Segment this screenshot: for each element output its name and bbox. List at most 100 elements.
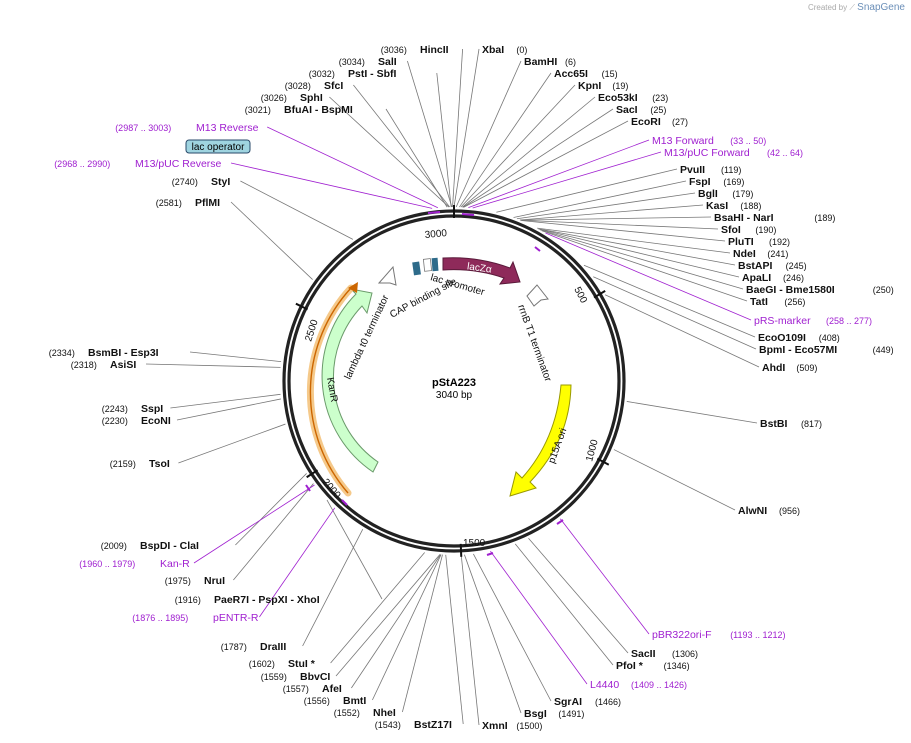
connector bbox=[326, 499, 383, 600]
enzyme-right-11[interactable]: BsaHI - NarI (189) bbox=[714, 212, 835, 224]
enzyme-right-7[interactable]: PvuII (119) bbox=[680, 164, 741, 176]
label-kanR: KanR bbox=[324, 377, 339, 404]
connector bbox=[613, 449, 736, 511]
feature-kanR[interactable] bbox=[321, 278, 397, 479]
enzyme-pos: (2581) bbox=[156, 198, 182, 208]
enzyme-left-18[interactable]: BbvCI (1559) bbox=[261, 671, 331, 683]
enzyme-right-12[interactable]: SfoI (190) bbox=[721, 224, 776, 236]
connector bbox=[516, 192, 696, 220]
enzyme-right-18[interactable]: TatI (256) bbox=[750, 296, 805, 308]
enzyme-right-9[interactable]: BglI (179) bbox=[698, 188, 753, 200]
primer-left-1[interactable]: M13/pUC Reverse (2968 .. 2990) bbox=[54, 158, 221, 170]
enzyme-right-22[interactable]: BstBI (817) bbox=[760, 418, 822, 430]
primer-right-0[interactable]: M13 Forward (33 .. 50) bbox=[652, 135, 766, 147]
connector bbox=[145, 363, 281, 368]
enzyme-right-15[interactable]: BstAPI (245) bbox=[738, 260, 807, 272]
connector bbox=[445, 554, 464, 725]
enzyme-right-28[interactable]: XmnI (1500) bbox=[482, 720, 542, 732]
enzyme-left-21[interactable]: NheI (1552) bbox=[334, 707, 396, 719]
primer-right-4[interactable]: L4440 (1409 .. 1426) bbox=[590, 679, 687, 691]
enzyme-right-21[interactable]: AhdI (509) bbox=[762, 362, 817, 374]
enzyme-right-13[interactable]: PluTI (192) bbox=[728, 236, 790, 248]
enzyme-pos: (3028) bbox=[285, 81, 311, 91]
enzyme-name: SalI bbox=[378, 56, 397, 68]
enzyme-name: EcoRI bbox=[631, 116, 661, 128]
enzyme-left-22[interactable]: BstZ17I (1543) bbox=[375, 719, 452, 731]
enzyme-left-8[interactable]: BsmBI - Esp3I (2334) bbox=[49, 347, 159, 359]
enzyme-left-10[interactable]: SspI (2243) bbox=[102, 403, 163, 415]
enzyme-right-26[interactable]: SgrAI (1466) bbox=[554, 696, 621, 708]
enzyme-pos: (2740) bbox=[172, 177, 198, 187]
enzyme-left-6[interactable]: StyI (2740) bbox=[172, 176, 231, 188]
enzyme-right-6[interactable]: EcoRI (27) bbox=[631, 116, 688, 128]
enzyme-name: BsaHI - NarI bbox=[714, 212, 774, 224]
enzyme-right-10[interactable]: KasI (188) bbox=[706, 200, 761, 212]
primer-left-3[interactable]: pENTR-R (1876 .. 1895) bbox=[132, 612, 259, 624]
enzyme-pos: (2159) bbox=[110, 459, 136, 469]
enzyme-left-12[interactable]: TsoI (2159) bbox=[110, 458, 170, 470]
primer-left-0[interactable]: M13 Reverse (2987 .. 3003) bbox=[115, 122, 258, 134]
enzyme-left-0[interactable]: HincII (3036) bbox=[381, 44, 449, 56]
enzyme-right-27[interactable]: BsgI (1491) bbox=[524, 708, 584, 720]
enzyme-left-5[interactable]: BfuAI - BspMI (3021) bbox=[245, 104, 353, 116]
enzyme-right-24[interactable]: SacII (1306) bbox=[631, 648, 698, 660]
enzyme-left-3[interactable]: SfcI (3028) bbox=[285, 80, 344, 92]
connector bbox=[351, 554, 442, 689]
primer-right-1[interactable]: M13/pUC Forward (42 .. 64) bbox=[664, 147, 803, 159]
enzyme-pos: (250) bbox=[873, 285, 894, 295]
enzyme-right-5[interactable]: SacI (25) bbox=[616, 104, 666, 116]
primer-left-2[interactable]: Kan-R (1960 .. 1979) bbox=[79, 558, 190, 570]
connector bbox=[463, 120, 629, 208]
enzyme-left-1[interactable]: SalI (3034) bbox=[339, 56, 397, 68]
enzyme-right-20[interactable]: BpmI - Eco57MI (449) bbox=[759, 344, 894, 356]
enzyme-name: AsiSI bbox=[110, 359, 136, 371]
enzyme-right-14[interactable]: NdeI (241) bbox=[733, 248, 788, 260]
enzyme-pos: (817) bbox=[801, 419, 822, 429]
enzyme-right-8[interactable]: FspI (169) bbox=[689, 176, 744, 188]
enzyme-right-25[interactable]: PfoI * (1346) bbox=[616, 660, 690, 672]
connector bbox=[230, 201, 313, 280]
enzyme-right-16[interactable]: ApaLI (246) bbox=[742, 272, 804, 284]
connector bbox=[583, 264, 756, 338]
primer-right-3[interactable]: pBR322ori-F (1193 .. 1212) bbox=[652, 629, 786, 641]
enzyme-left-9[interactable]: AsiSI (2318) bbox=[71, 359, 137, 371]
primer-right-2[interactable]: pRS-marker (258 .. 277) bbox=[754, 315, 872, 327]
credit: Created by ⟋ SnapGene bbox=[808, 2, 905, 13]
enzyme-name: StyI bbox=[211, 176, 230, 188]
enzyme-right-23[interactable]: AlwNI (956) bbox=[738, 505, 800, 517]
enzyme-left-7[interactable]: PflMI (2581) bbox=[156, 197, 220, 209]
enzyme-left-20[interactable]: BmtI (1556) bbox=[304, 695, 367, 707]
enzyme-left-19[interactable]: AfeI (1557) bbox=[283, 683, 342, 695]
tick-500 bbox=[593, 290, 606, 299]
enzyme-left-17[interactable]: StuI * (1602) bbox=[249, 658, 316, 670]
enzyme-left-2[interactable]: PstI - SbfI (3032) bbox=[309, 68, 397, 80]
enzyme-right-1[interactable]: BamHI (6) bbox=[524, 56, 576, 68]
enzyme-left-16[interactable]: DraIII (1787) bbox=[221, 641, 287, 653]
primer-name: pENTR-R bbox=[213, 612, 259, 624]
primer-name: L4440 bbox=[590, 679, 619, 691]
connector bbox=[335, 554, 441, 677]
enzyme-pos: (179) bbox=[732, 189, 753, 199]
enzyme-pos: (1975) bbox=[165, 576, 191, 586]
enzyme-right-17[interactable]: BaeGI - Bme1580I (250) bbox=[746, 284, 894, 296]
enzyme-left-13[interactable]: BspDI - ClaI (2009) bbox=[101, 540, 199, 552]
connector bbox=[353, 84, 450, 208]
feature-lacZa[interactable] bbox=[442, 257, 521, 285]
enzyme-left-11[interactable]: EcoNI (2230) bbox=[102, 415, 171, 427]
enzyme-right-4[interactable]: Eco53kI (23) bbox=[598, 92, 668, 104]
enzyme-name: SgrAI bbox=[554, 696, 582, 708]
enzyme-right-3[interactable]: KpnI (19) bbox=[578, 80, 628, 92]
enzyme-name: NruI bbox=[204, 575, 225, 587]
enzyme-right-2[interactable]: Acc65I (15) bbox=[554, 68, 618, 80]
enzyme-left-14[interactable]: NruI (1975) bbox=[165, 575, 225, 587]
enzyme-name: SfoI bbox=[721, 224, 741, 236]
enzyme-right-19[interactable]: EcoO109I (408) bbox=[758, 332, 840, 344]
connector bbox=[372, 554, 442, 701]
enzyme-left-15[interactable]: PaeR7I - PspXI - XhoI (1916) bbox=[175, 594, 320, 606]
enzyme-left-4[interactable]: SphI (3026) bbox=[261, 92, 323, 104]
feature-p15A-ori[interactable] bbox=[509, 384, 572, 497]
enzyme-name: AhdI bbox=[762, 362, 785, 374]
enzyme-name: EcoNI bbox=[141, 415, 171, 427]
connector bbox=[541, 230, 748, 302]
enzyme-right-0[interactable]: XbaI (0) bbox=[482, 44, 527, 56]
